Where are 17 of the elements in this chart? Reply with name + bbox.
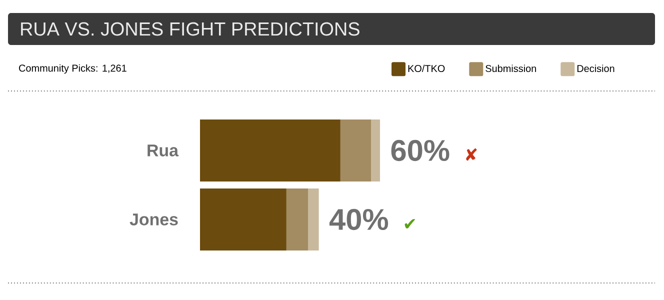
bar bbox=[340, 120, 372, 182]
legend-label: KO/TKO bbox=[408, 64, 445, 72]
chart-title: RUA VS. JONES FIGHT PREDICTIONS bbox=[21, 22, 360, 36]
annotation: 40% bbox=[329, 208, 388, 230]
bar bbox=[286, 188, 308, 250]
bar bbox=[308, 188, 319, 250]
y-tick-label: Jones bbox=[130, 214, 178, 226]
annotation: 60% bbox=[391, 140, 450, 162]
text: ✔ bbox=[404, 219, 416, 228]
y-tick-label: Rua bbox=[148, 144, 179, 156]
legend-label: Submission bbox=[486, 64, 536, 72]
bar bbox=[200, 120, 340, 182]
bar bbox=[371, 120, 380, 182]
legend-label: Decision bbox=[577, 64, 614, 72]
text: ✘ bbox=[466, 148, 477, 161]
bar bbox=[200, 188, 286, 250]
text: Community Picks: 1,261 bbox=[19, 64, 126, 74]
